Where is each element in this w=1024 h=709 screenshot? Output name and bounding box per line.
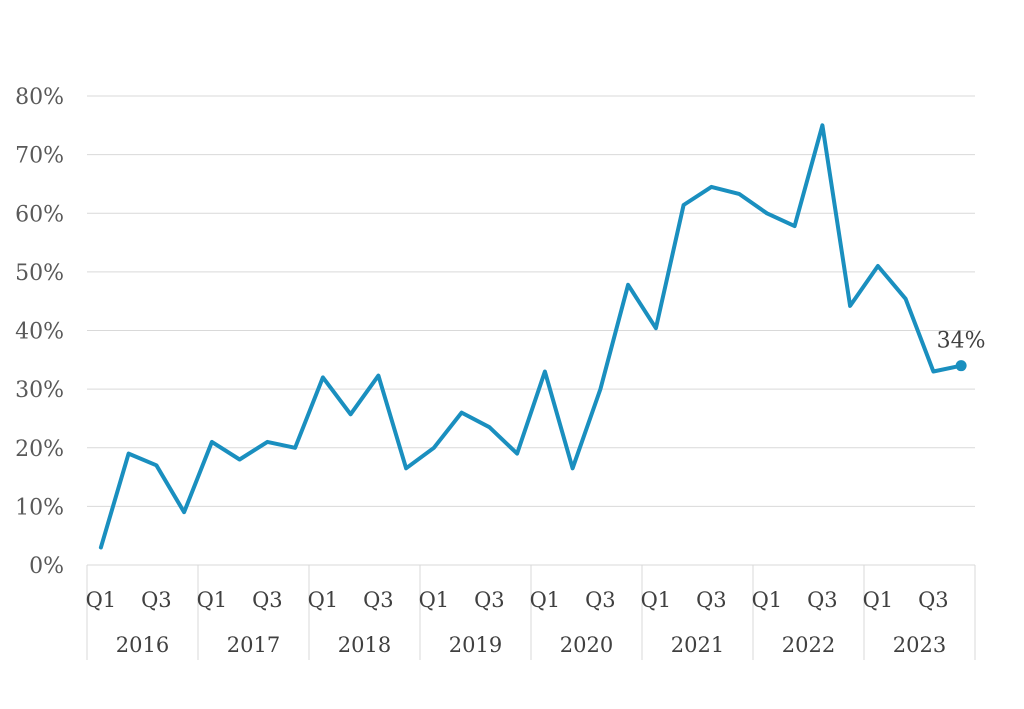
y-tick-label: 0% (29, 554, 64, 579)
x-tick-label: Q3 (474, 588, 505, 612)
y-axis-tick-labels: 0% 10% 20% 30% 40% 50% 60% 70% 80% (15, 85, 64, 579)
x-axis: Q1 Q3 2016 Q1 Q3 2017 Q1 Q3 2018 Q1 Q3 2019 Q1 Q3 2020… (86, 565, 976, 660)
x-tick-label: Q1 (863, 588, 894, 612)
x-tick-label: Q3 (585, 588, 616, 612)
y-tick-label: 30% (15, 378, 64, 403)
x-year-label: 2021 (671, 633, 724, 657)
x-tick-label: Q1 (86, 588, 117, 612)
y-tick-label: 10% (15, 495, 64, 520)
x-tick-label: Q3 (252, 588, 283, 612)
data-point (955, 360, 967, 372)
x-tick-label: Q1 (419, 588, 450, 612)
x-tick-label: Q1 (197, 588, 228, 612)
x-tick-label: Q1 (752, 588, 783, 612)
x-year-label: 2018 (338, 633, 391, 657)
x-year-label: 2017 (227, 633, 280, 657)
y-tick-label: 20% (15, 437, 64, 462)
x-year-label: 2022 (782, 633, 835, 657)
y-tick-label: 50% (15, 261, 64, 286)
x-tick-label: Q1 (308, 588, 339, 612)
y-tick-label: 60% (15, 202, 64, 227)
series-line (98, 123, 964, 550)
x-year-label: 2023 (893, 633, 946, 657)
gridlines (87, 95, 975, 566)
y-tick-label: 80% (15, 85, 64, 110)
series-layer (98, 123, 967, 550)
x-year-label: 2020 (560, 633, 613, 657)
x-year-label: 2016 (116, 633, 169, 657)
data-label: 34% (937, 329, 986, 354)
x-tick-label: Q3 (807, 588, 838, 612)
y-tick-label: 40% (15, 320, 64, 345)
x-tick-label: Q3 (363, 588, 394, 612)
y-tick-label: 70% (15, 144, 64, 169)
data-labels: 34% (937, 329, 986, 354)
x-tick-label: Q1 (641, 588, 672, 612)
x-tick-label: Q1 (530, 588, 561, 612)
x-tick-label: Q3 (696, 588, 727, 612)
x-tick-label: Q3 (918, 588, 949, 612)
x-tick-label: Q3 (141, 588, 172, 612)
x-year-label: 2019 (449, 633, 502, 657)
